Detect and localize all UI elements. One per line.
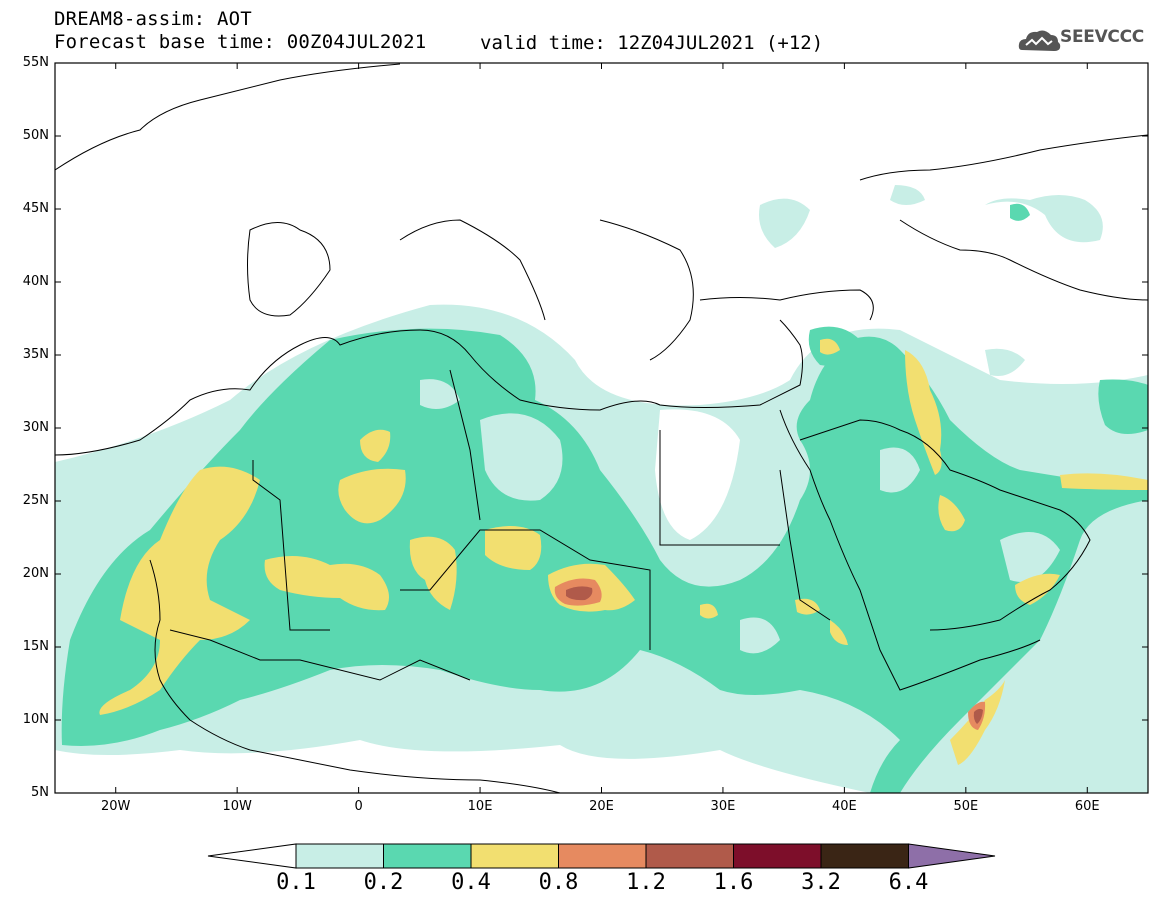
- colorbar-label: 0.4: [451, 870, 491, 895]
- colorbar-swatch: [383, 843, 472, 869]
- map-title: DREAM8-assim: AOT: [54, 8, 252, 30]
- aot-band-0.4: [99, 466, 260, 715]
- colorbar-label: 1.2: [626, 870, 666, 895]
- lat-label: 35N: [22, 347, 49, 362]
- colorbar-swatch: [820, 843, 909, 869]
- aot-band-0.2: [61, 328, 1148, 793]
- lon-label: 20E: [589, 799, 614, 814]
- colorbar-swatch: [645, 843, 734, 869]
- colorbar-label: 0.2: [363, 870, 404, 895]
- lat-label: 20N: [22, 566, 49, 581]
- lat-label: 10N: [22, 712, 49, 727]
- lon-label: 30E: [710, 799, 736, 814]
- lat-label: 40N: [22, 274, 49, 289]
- lon-label: 10W: [222, 799, 252, 814]
- lat-label: 5N: [31, 785, 49, 800]
- lon-label: 60E: [1074, 799, 1100, 814]
- lat-label: 30N: [22, 420, 49, 435]
- cloud-logo-icon: [1018, 30, 1061, 51]
- lat-label: 25N: [22, 493, 49, 508]
- lon-label: 0: [354, 799, 363, 814]
- lon-label: 40E: [831, 799, 857, 814]
- aot-band-1.2: [566, 586, 593, 601]
- lat-label: 45N: [22, 201, 49, 216]
- colorbar-right-arrow: [908, 843, 996, 869]
- colorbar-swatch: [295, 843, 384, 869]
- colorbar-label: 1.6: [713, 870, 754, 895]
- lat-label: 50N: [22, 128, 49, 143]
- lon-label: 10E: [467, 799, 493, 814]
- lat-label: 55N: [22, 55, 49, 70]
- colorbar-label: 3.2: [801, 870, 841, 895]
- lat-label: 15N: [22, 639, 49, 654]
- aot-contours: [55, 63, 1148, 793]
- colorbar-swatch: [558, 843, 647, 869]
- logo-text: SEEVCCC: [1060, 27, 1144, 47]
- colorbar-swatch: [733, 843, 822, 869]
- colorbar-label: 6.4: [888, 870, 929, 895]
- lon-label: 20W: [101, 799, 131, 814]
- colorbar-label: 0.8: [538, 870, 579, 895]
- lon-label: 50E: [953, 799, 979, 814]
- valid-time: valid time: 12Z04JUL2021 (+12): [480, 32, 824, 54]
- colorbar-left-arrow: [207, 843, 297, 869]
- colorbar-label: 0.1: [276, 870, 316, 895]
- forecast-base-time: Forecast base time: 00Z04JUL2021: [54, 31, 427, 53]
- colorbar-swatch: [470, 843, 559, 869]
